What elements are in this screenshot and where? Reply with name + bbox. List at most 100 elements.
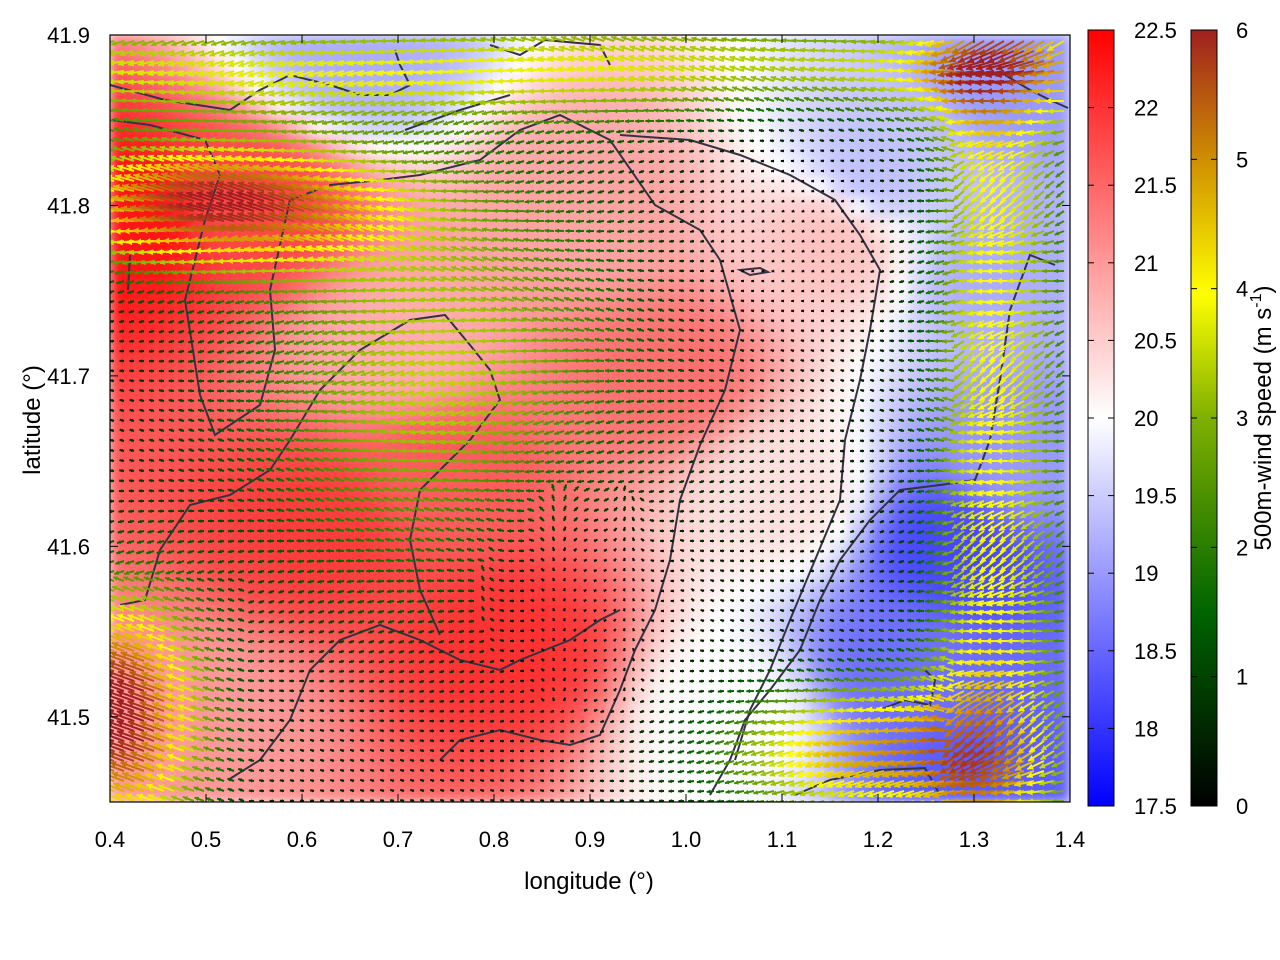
- heatmap-cell: [949, 256, 971, 278]
- heatmap-cell: [109, 317, 131, 339]
- heatmap-cell: [789, 195, 811, 217]
- heatmap-cell: [549, 95, 571, 117]
- heatmap-cell: [889, 155, 911, 177]
- heatmap-cell: [589, 559, 611, 581]
- heatmap-cell: [209, 276, 231, 298]
- heatmap-cell: [769, 256, 791, 278]
- heatmap-cell: [429, 155, 451, 177]
- heatmap-cell: [109, 296, 131, 318]
- heatmap-cell: [329, 155, 351, 177]
- heatmap-cell: [789, 34, 811, 56]
- heatmap-cell: [889, 216, 911, 238]
- heatmap-cell: [289, 276, 311, 298]
- heatmap-cell: [829, 54, 851, 76]
- heatmap-cell: [1049, 216, 1071, 238]
- heatmap-cell: [569, 236, 591, 258]
- heatmap-cell: [569, 640, 591, 662]
- heatmap-cell: [869, 155, 891, 177]
- heatmap-cell: [549, 599, 571, 621]
- heatmap-cell: [189, 115, 211, 137]
- heatmap-cell: [809, 155, 831, 177]
- heatmap-cell: [729, 175, 751, 197]
- heatmap-cell: [569, 216, 591, 238]
- heatmap-cell: [729, 34, 751, 56]
- heatmap-cell: [569, 195, 591, 217]
- heatmap-cell: [769, 296, 791, 318]
- heatmap-cell: [829, 276, 851, 298]
- heatmap-cell: [829, 34, 851, 56]
- heatmap-cell: [629, 599, 651, 621]
- heatmap-cell: [109, 95, 131, 117]
- heatmap-cell: [849, 34, 871, 56]
- heatmap-cell: [809, 236, 831, 258]
- heatmap-cell: [609, 518, 631, 540]
- heatmap-cell: [689, 236, 711, 258]
- heatmap-cell: [669, 155, 691, 177]
- heatmap-cell: [309, 337, 331, 359]
- heatmap-cell: [929, 296, 951, 318]
- heatmap-cell: [949, 276, 971, 298]
- heatmap-cell: [549, 680, 571, 702]
- heatmap-cell: [309, 276, 331, 298]
- heatmap-cell: [649, 216, 671, 238]
- heatmap-cell: [209, 296, 231, 318]
- heatmap-cell: [629, 115, 651, 137]
- heatmap-cell: [789, 296, 811, 318]
- heatmap-cell: [749, 115, 771, 137]
- heatmap-cell: [609, 95, 631, 117]
- heatmap-cell: [369, 135, 391, 157]
- heatmap-cell: [229, 276, 251, 298]
- heatmap-cell: [169, 256, 191, 278]
- heatmap-cell: [569, 660, 591, 682]
- heatmap-cell: [649, 115, 671, 137]
- heatmap-cell: [749, 195, 771, 217]
- heatmap-cell: [629, 195, 651, 217]
- heatmap-cell: [729, 216, 751, 238]
- heatmap-cell: [1029, 236, 1051, 258]
- heatmap-cell: [609, 619, 631, 641]
- heatmap-cell: [1049, 256, 1071, 278]
- heatmap-cell: [1049, 296, 1071, 318]
- heatmap-cell: [909, 236, 931, 258]
- heatmap-cell: [809, 135, 831, 157]
- heatmap-cell: [809, 195, 831, 217]
- heatmap-cell: [529, 175, 551, 197]
- heatmap-cell: [849, 195, 871, 217]
- heatmap-cell: [289, 337, 311, 359]
- heatmap-cell: [1049, 397, 1071, 419]
- heatmap-cell: [809, 296, 831, 318]
- heatmap-cell: [929, 216, 951, 238]
- heatmap-cell: [169, 95, 191, 117]
- heatmap-cell: [909, 195, 931, 217]
- heatmap-cell: [629, 559, 651, 581]
- heatmap-cell: [429, 175, 451, 197]
- heatmap-cell: [889, 256, 911, 278]
- heatmap-cell: [569, 539, 591, 561]
- heatmap-cell: [489, 216, 511, 238]
- heatmap-cell: [249, 276, 271, 298]
- heatmap-cell: [149, 337, 171, 359]
- heatmap-cell: [929, 236, 951, 258]
- heatmap-cell: [589, 579, 611, 601]
- heatmap-cell: [249, 296, 271, 318]
- heatmap-cell: [869, 216, 891, 238]
- heatmap-cell: [609, 579, 631, 601]
- heatmap-cell: [669, 95, 691, 117]
- heatmap-cell: [589, 155, 611, 177]
- heatmap-cell: [649, 155, 671, 177]
- heatmap-cell: [369, 155, 391, 177]
- heatmap-cell: [629, 95, 651, 117]
- heatmap-cell: [609, 216, 631, 238]
- heatmap-cell: [609, 559, 631, 581]
- heatmap-cell: [229, 296, 251, 318]
- heatmap-cell: [989, 95, 1011, 117]
- heatmap-cell: [769, 236, 791, 258]
- heatmap-cell: [589, 95, 611, 117]
- heatmap-cell: [589, 175, 611, 197]
- heatmap-cell: [509, 175, 531, 197]
- heatmap-cell: [609, 115, 631, 137]
- heatmap-cell: [629, 539, 651, 561]
- heatmap-cell: [389, 317, 411, 339]
- heatmap-cell: [669, 115, 691, 137]
